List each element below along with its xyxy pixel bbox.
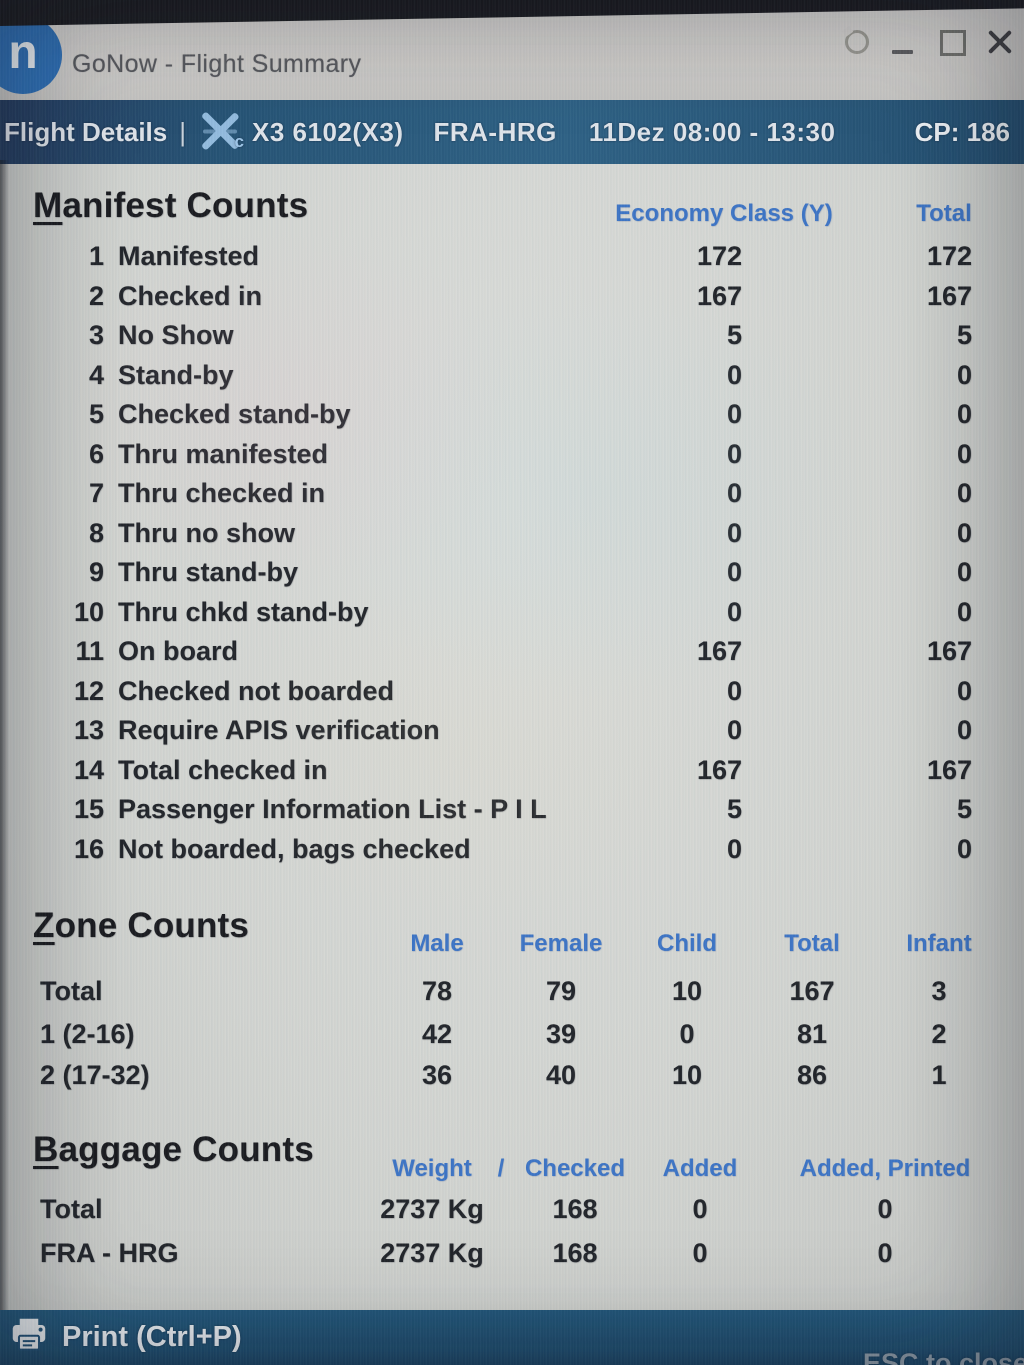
baggage-counts-title: Baggage Counts — [33, 1130, 314, 1169]
footer-bar: Print (Ctrl+P) ESC to close — [0, 1310, 1024, 1365]
table-row: 12 Checked not boarded 0 0 — [73, 675, 972, 706]
minimize-button[interactable] — [890, 27, 918, 59]
table-row: 16 Not boarded, bags checked 0 0 — [73, 833, 972, 864]
print-button-label: Print (Ctrl+P) — [62, 1321, 242, 1353]
table-row: 1 Manifested 172 172 — [88, 241, 972, 271]
maximize-button[interactable] — [938, 27, 966, 59]
window-title: GoNow - Flight Summary — [72, 50, 362, 78]
window-controls — [841, 24, 1014, 62]
flight-datetime: 11Dez 08:00 - 13:30 — [588, 116, 836, 147]
flight-number: X3 6102(X3) — [252, 116, 404, 147]
column-header-added-printed: Added, Printed — [799, 1155, 971, 1182]
flight-details-label: Flight Details — [4, 116, 168, 147]
refresh-icon[interactable] — [841, 26, 870, 59]
column-header-added: Added — [662, 1155, 738, 1182]
column-header-economy: Economy Class (Y) — [615, 200, 833, 227]
separator: | — [179, 116, 187, 147]
table-row: 6 Thru manifested 0 0 — [88, 438, 972, 469]
table-row: 7 Thru checked in 0 0 — [88, 478, 972, 508]
zone-row-1: 1 (2-16) 42 39 0 81 2 — [40, 1019, 947, 1049]
manifest-table: 1 Manifested 172 172 2 Checked in 167 167 3 No … — [0, 241, 1000, 873]
table-row: 10 Thru chkd stand-by 0 0 — [73, 596, 972, 627]
app-logo-letter: n — [8, 26, 38, 79]
app-logo-icon: n — [0, 16, 62, 94]
column-header-male: Male — [410, 930, 464, 957]
flight-details-bar: Flight Details | c X3 6102(X3) FRA-HRG 1… — [0, 100, 1024, 164]
column-header-infant: Infant — [906, 930, 972, 957]
table-row: 3 No Show 5 5 — [88, 320, 972, 350]
column-header-child: Child — [657, 930, 717, 957]
table-row: 4 Stand-by 0 0 — [88, 359, 972, 390]
column-header-female: Female — [519, 930, 603, 957]
airline-logo-icon: c — [198, 110, 245, 154]
flight-route: FRA-HRG — [433, 116, 557, 147]
printer-icon — [10, 1318, 48, 1357]
airline-logo-sub: c — [234, 132, 245, 151]
table-row: 14 Total checked in 167 167 — [73, 754, 972, 785]
table-row: 2 Checked in 167 167 — [88, 280, 972, 311]
column-header-slash: / — [497, 1155, 505, 1182]
table-row: 11 On board 167 167 — [75, 636, 972, 666]
screen-bezel-left — [0, 160, 9, 1310]
zone-row-2: 2 (17-32) 36 40 10 86 1 — [40, 1060, 947, 1090]
column-header-total: Total — [916, 200, 972, 227]
manifest-counts-title: Manifest Counts — [33, 186, 309, 225]
zone-counts-title: Zone Counts — [33, 906, 250, 945]
zone-row-total: Total 78 79 10 167 3 — [40, 976, 947, 1006]
cp-count: CP: 186 — [914, 116, 1010, 147]
table-row: 8 Thru no show 0 0 — [88, 517, 972, 548]
esc-to-close-hint: ESC to close — [862, 1348, 1024, 1365]
table-row: 5 Checked stand-by 0 0 — [88, 399, 972, 429]
close-button[interactable] — [986, 27, 1014, 59]
table-row: 13 Require APIS verification 0 0 — [73, 715, 972, 745]
table-row: 9 Thru stand-by 0 0 — [88, 557, 972, 587]
column-header-checked: Checked — [524, 1155, 626, 1182]
column-header-weight: Weight — [392, 1155, 472, 1182]
baggage-row-total: Total 2737 Kg 168 0 0 — [40, 1194, 893, 1224]
baggage-row-fra-hrg: FRA - HRG 2737 Kg 168 0 0 — [40, 1238, 893, 1268]
column-header-zone-total: Total — [784, 930, 840, 957]
print-button[interactable]: Print (Ctrl+P) — [10, 1318, 242, 1357]
window-titlebar[interactable]: GoNow - Flight Summary — [0, 8, 1024, 100]
